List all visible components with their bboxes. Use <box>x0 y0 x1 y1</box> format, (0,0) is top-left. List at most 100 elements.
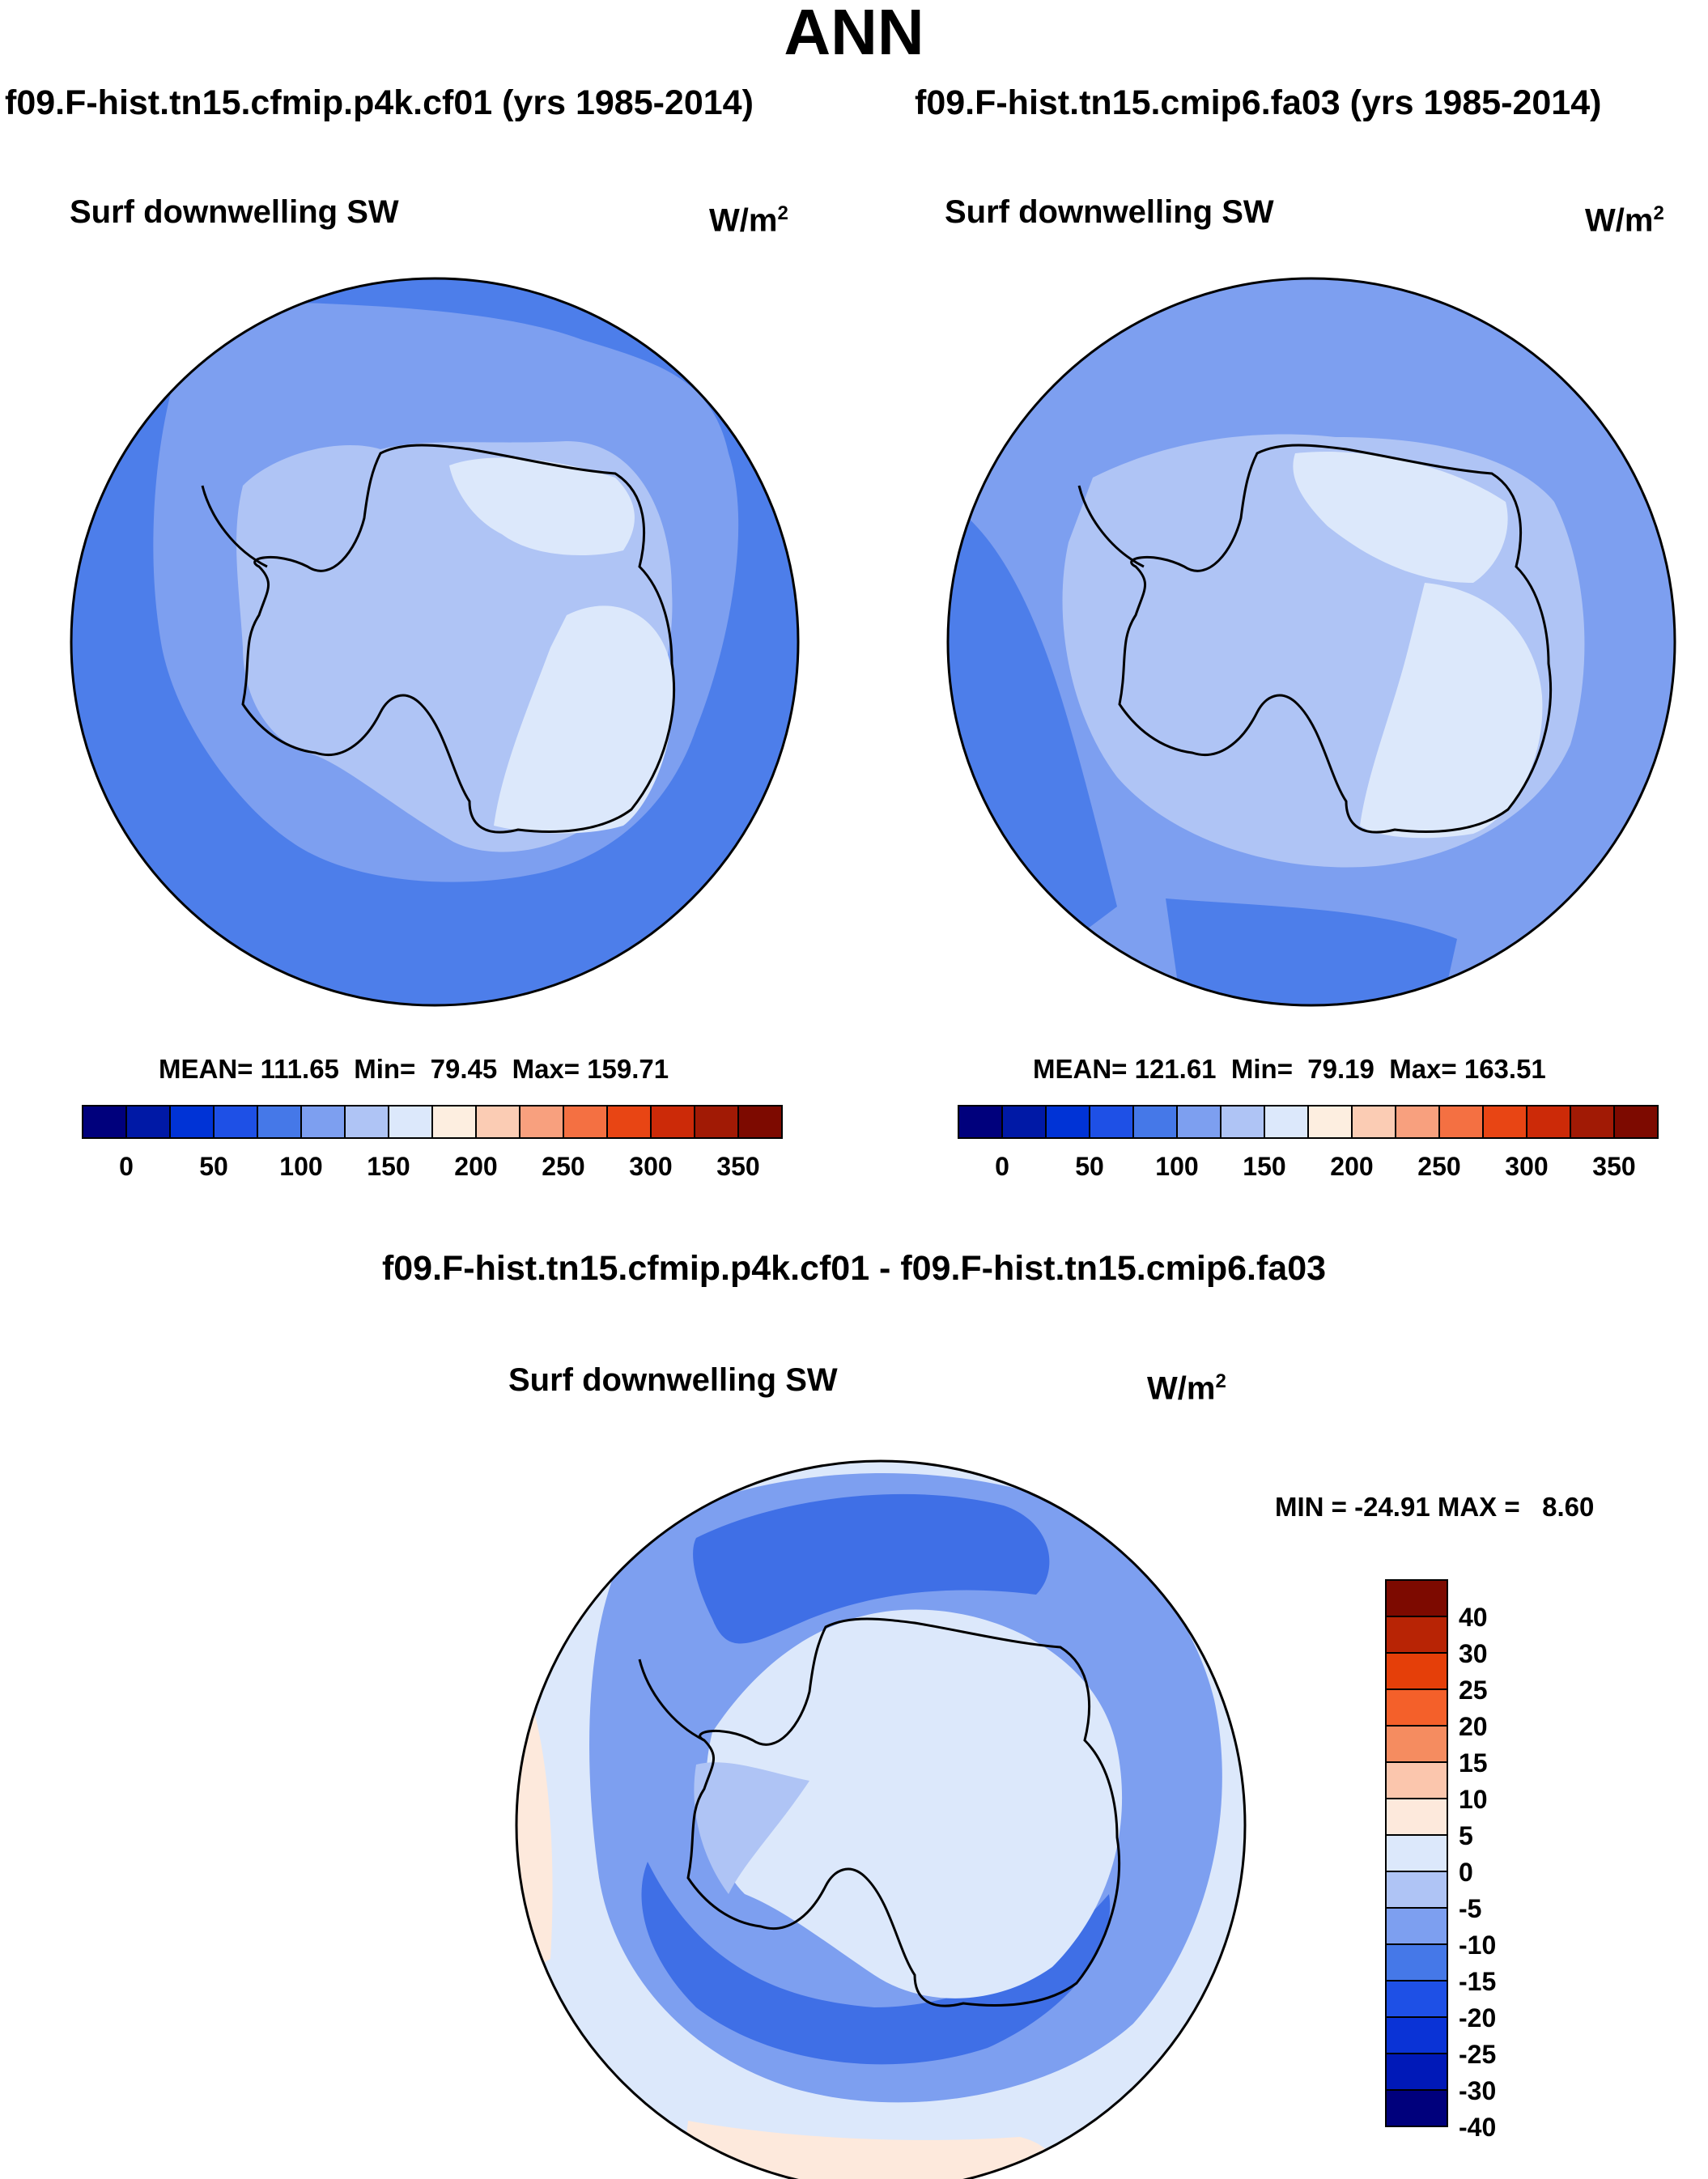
colorbar-swatch <box>344 1105 389 1139</box>
diff-peninsula <box>638 1659 705 1742</box>
colorbar-tick-label: 15 <box>1459 1748 1488 1778</box>
colorbar-tick-label: 150 <box>367 1152 410 1181</box>
diff-title: f09.F-hist.tn15.cfmip.p4k.cf01 - f09.F-h… <box>381 1249 1327 1288</box>
colorbar-swatch <box>1385 1798 1448 1836</box>
panel-2-units-base: W/m <box>1585 202 1654 239</box>
colorbar-tick-label: 10 <box>1459 1785 1488 1814</box>
colorbar-swatch <box>1613 1105 1659 1139</box>
colorbar-tick-label: 20 <box>1459 1712 1488 1741</box>
panel-1-units-base: W/m <box>709 202 778 239</box>
colorbar-tick-label: 0 <box>1459 1858 1473 1887</box>
colorbar-swatch <box>606 1105 652 1139</box>
colorbar-tick-label: -30 <box>1459 2076 1496 2105</box>
colorbar-swatch <box>1385 2016 1448 2054</box>
colorbar-tick-label: 100 <box>279 1152 322 1181</box>
colorbar-swatch <box>650 1105 695 1139</box>
colorbar-swatch <box>1045 1105 1090 1139</box>
colorbar-swatch <box>1385 2089 1448 2127</box>
field-inner-near-zero <box>706 1609 1123 1998</box>
diff-map-border <box>515 1459 1247 2179</box>
panel-1-stats: MEAN= 111.65 Min= 79.45 Max= 159.71 <box>159 1054 669 1084</box>
colorbar-swatch <box>169 1105 215 1139</box>
colorbar-swatch <box>1385 2053 1448 2091</box>
colorbar-swatch <box>1351 1105 1396 1139</box>
panel-2-case-title: f09.F-hist.tn15.cmip6.fa03 (yrs 1985-201… <box>915 83 1602 122</box>
colorbar-swatch <box>257 1105 302 1139</box>
colorbar-tick-label: 0 <box>995 1152 1009 1181</box>
colorbar-tick-label: 5 <box>1459 1821 1473 1850</box>
field-plateau-north <box>1293 452 1508 583</box>
colorbar-swatch <box>82 1105 127 1139</box>
colorbar-swatch <box>1307 1105 1353 1139</box>
colorbar-swatch <box>213 1105 258 1139</box>
panel-1-colorbar: 0 50 100 150 200 250 300 350 <box>82 1105 783 1181</box>
panel-1-variable-label: Surf downwelling SW <box>70 194 399 230</box>
panel-2-map-border <box>946 277 1676 1007</box>
colorbar-tick-label: -40 <box>1459 2113 1496 2142</box>
colorbar-swatch <box>1570 1105 1615 1139</box>
diff-units: W/m2 <box>1147 1370 1226 1407</box>
colorbar-swatch <box>1385 1834 1448 1872</box>
panel-2-units: W/m2 <box>1585 202 1664 239</box>
colorbar-tick-label: -10 <box>1459 1931 1496 1960</box>
colorbar-swatch <box>1385 1688 1448 1727</box>
diff-colorbar: 40 30 25 20 15 10 5 0 -5 -10 -15 -20 -25 -30 -40 <box>1385 1579 1496 2142</box>
colorbar-tick-label: 25 <box>1459 1676 1488 1705</box>
colorbar-tick-label: 250 <box>1417 1152 1460 1181</box>
colorbar-swatch <box>1438 1105 1484 1139</box>
panel-1-units: W/m2 <box>709 202 788 239</box>
panel-1-case-title: f09.F-hist.tn15.cfmip.p4k.cf01 (yrs 1985… <box>5 83 754 122</box>
panel-2-stats: MEAN= 121.61 Min= 79.19 Max= 163.51 <box>1033 1054 1546 1084</box>
colorbar-swatch <box>737 1105 783 1139</box>
field-plateau-east <box>494 605 673 834</box>
panel-2-units-exp: 2 <box>1653 202 1664 224</box>
panel-1-contour-field <box>71 278 798 1005</box>
colorbar-swatch <box>958 1105 1003 1139</box>
diff-units-base: W/m <box>1147 1370 1216 1407</box>
colorbar-tick-label: 200 <box>1330 1152 1373 1181</box>
field-coastal-band <box>694 1762 809 1894</box>
colorbar-tick-label: 40 <box>1459 1603 1488 1632</box>
colorbar-swatch <box>1385 1761 1448 1799</box>
diff-contour-field <box>516 1461 1245 2179</box>
colorbar-swatch <box>388 1105 433 1139</box>
field-band-20 <box>693 1493 1050 1644</box>
panel-1-peninsula <box>201 485 268 568</box>
colorbar-swatch <box>1395 1105 1440 1139</box>
colorbar-swatch <box>1089 1105 1134 1139</box>
field-plateau-north <box>449 457 635 555</box>
colorbar-swatch <box>1176 1105 1222 1139</box>
colorbar-tick-label: 30 <box>1459 1639 1488 1668</box>
colorbar-swatch <box>1385 1871 1448 1909</box>
colorbar-tick-label: 300 <box>1505 1152 1548 1181</box>
colorbar-tick-label: 300 <box>629 1152 672 1181</box>
colorbar-tick-label: 150 <box>1243 1152 1285 1181</box>
colorbar-tick-label: 100 <box>1155 1152 1198 1181</box>
panel-1-map-border <box>70 277 800 1007</box>
colorbar-tick-label: -20 <box>1459 2003 1496 2032</box>
panel-2-variable-label: Surf downwelling SW <box>945 194 1274 230</box>
colorbar-swatch <box>1385 1725 1448 1763</box>
colorbar-swatch <box>1385 1616 1448 1654</box>
field-south-strip <box>1166 898 1457 1005</box>
colorbar-tick-label: 0 <box>119 1152 134 1181</box>
colorbar-swatch <box>431 1105 477 1139</box>
diff-coastline <box>686 1617 1120 2007</box>
field-band-20-south <box>641 1862 1111 2065</box>
colorbar-tick-label: -5 <box>1459 1894 1481 1923</box>
colorbar-tick-label: -25 <box>1459 2040 1496 2069</box>
colorbar-tick-label: 250 <box>542 1152 584 1181</box>
colorbar-swatch <box>1482 1105 1527 1139</box>
colorbar-swatch <box>519 1105 564 1139</box>
colorbar-tick-label: -15 <box>1459 1967 1496 1996</box>
panel-2-colorbar: 0 50 100 150 200 250 300 350 <box>958 1105 1659 1181</box>
colorbar-swatch <box>475 1105 520 1139</box>
diff-units-exp: 2 <box>1215 1370 1226 1392</box>
colorbar-tick-label: 50 <box>199 1152 228 1181</box>
colorbar-swatch <box>1526 1105 1571 1139</box>
colorbar-swatch <box>1132 1105 1178 1139</box>
colorbar-swatch <box>1385 1980 1448 2018</box>
panel-2-peninsula <box>1077 485 1145 568</box>
panel-1-coastline <box>241 444 675 834</box>
